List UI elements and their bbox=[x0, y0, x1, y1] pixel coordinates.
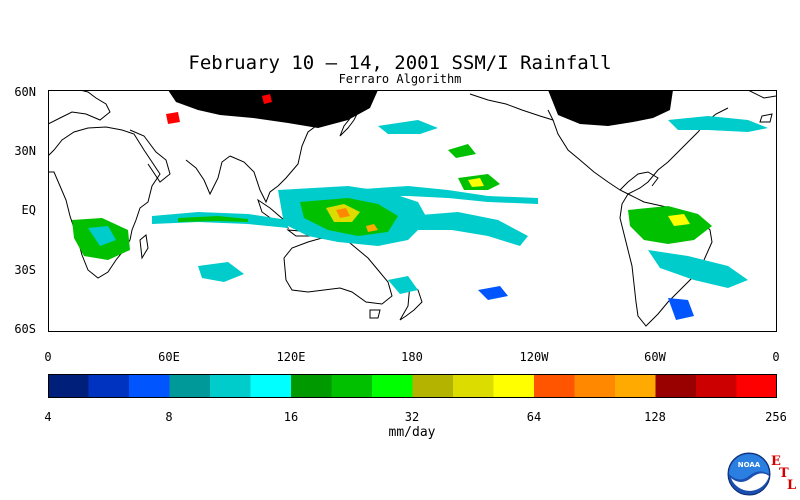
lat-label-eq: EQ bbox=[21, 203, 36, 217]
no-data-north-america bbox=[548, 90, 673, 126]
colorbar-segment bbox=[736, 374, 777, 398]
coast-southeast-asia bbox=[229, 125, 317, 204]
colorbar-segment bbox=[129, 374, 170, 398]
colorbar-label-128: 128 bbox=[644, 410, 666, 424]
map-title: February 10 – 14, 2001 SSM/I Rainfall bbox=[188, 52, 612, 74]
logo-letter-e: E bbox=[771, 454, 781, 469]
rain-band-itcz-pacific bbox=[348, 186, 538, 204]
coast-north-america-west bbox=[552, 119, 629, 195]
lon-label-180: 180 bbox=[401, 350, 423, 364]
lon-label-60e: 60E bbox=[158, 350, 180, 364]
coast-india bbox=[185, 155, 231, 196]
logo-text: NOAA bbox=[738, 461, 761, 469]
coast-japan bbox=[339, 110, 360, 137]
rain-cluster-tasman bbox=[388, 276, 418, 294]
logo-sky bbox=[729, 454, 769, 480]
coast-gulf-mexico bbox=[619, 171, 659, 191]
lon-label-60w: 60W bbox=[644, 350, 666, 364]
lon-label-0-east: 0 bbox=[772, 350, 780, 364]
lon-label-120e: 120E bbox=[276, 350, 306, 364]
colorbar-segment bbox=[493, 374, 535, 398]
logo-letter-l: L bbox=[787, 478, 797, 493]
colorbar-segment bbox=[169, 374, 211, 398]
colorbar-segment bbox=[88, 374, 130, 398]
rain-peak-central-pacific bbox=[468, 178, 484, 187]
rain-band-north-atlantic bbox=[668, 116, 768, 132]
coast-arabia bbox=[129, 129, 171, 183]
colorbar-segment bbox=[412, 374, 454, 398]
colorbar-frame bbox=[48, 374, 777, 398]
coast-new-zealand bbox=[399, 283, 423, 321]
lat-label-30s: 30S bbox=[14, 263, 36, 277]
map-frame bbox=[48, 90, 777, 332]
colorbar-segment bbox=[655, 374, 697, 398]
rain-band-spcz bbox=[408, 212, 528, 246]
colorbar-label-16: 16 bbox=[283, 410, 299, 424]
coast-madagascar bbox=[139, 234, 149, 260]
logo-bird bbox=[731, 473, 769, 491]
rain-core-amazon bbox=[668, 214, 690, 226]
noaa-logo: NOAA bbox=[727, 452, 771, 496]
coast-iceland bbox=[759, 113, 773, 123]
rain-cluster-siberia-east bbox=[262, 94, 272, 104]
rain-core-africa bbox=[88, 226, 116, 246]
coast-greenland bbox=[747, 90, 777, 99]
lon-label-0: 0 bbox=[44, 350, 52, 364]
colorbar-segment bbox=[453, 374, 494, 398]
rain-band-indian-ocean-core bbox=[178, 216, 248, 222]
coast-europe bbox=[48, 90, 111, 125]
rainfall-map bbox=[48, 90, 777, 332]
colorbar-segment bbox=[291, 374, 332, 398]
rain-cluster-amazon bbox=[628, 206, 712, 244]
rain-cluster-southern-indian bbox=[198, 262, 244, 282]
colorbar-segment bbox=[210, 374, 251, 398]
rain-band-north-pacific bbox=[378, 120, 438, 134]
rain-band-north-pacific-east bbox=[448, 144, 476, 158]
rain-peak-new-guinea bbox=[366, 224, 378, 232]
colorbar-unit: mm/day bbox=[388, 425, 436, 440]
map-subtitle: Ferraro Algorithm bbox=[338, 72, 462, 86]
colorbar-label-32: 32 bbox=[404, 410, 420, 424]
no-data-regions bbox=[168, 90, 673, 128]
colorbar-segment bbox=[48, 374, 89, 398]
rain-cluster-patagonia bbox=[668, 298, 694, 320]
lat-label-60n: 60N bbox=[14, 85, 36, 99]
coast-tasmania bbox=[369, 309, 381, 319]
no-data-siberia bbox=[168, 90, 378, 128]
colorbar-label-8: 8 bbox=[165, 410, 173, 424]
colorbar-segment bbox=[696, 374, 737, 398]
colorbar-segment bbox=[331, 374, 373, 398]
logo-letter-t: T bbox=[779, 466, 789, 481]
colorbar-label-256: 256 bbox=[765, 410, 787, 424]
color-bar bbox=[48, 374, 777, 398]
colorbar-segment bbox=[574, 374, 616, 398]
colorbar-segment bbox=[250, 374, 292, 398]
colorbar-label-64: 64 bbox=[526, 410, 542, 424]
lon-label-120w: 120W bbox=[519, 350, 549, 364]
rain-patches bbox=[72, 94, 768, 320]
colorbar-segment bbox=[615, 374, 656, 398]
coast-east-asia bbox=[315, 90, 349, 127]
lat-label-30n: 30N bbox=[14, 144, 36, 158]
colorbar-segment bbox=[534, 374, 575, 398]
colorbar-segment bbox=[372, 374, 413, 398]
rain-cluster-south-atlantic bbox=[648, 250, 748, 288]
colorbar-label-4: 4 bbox=[44, 410, 52, 424]
rain-cluster-southern-pacific bbox=[478, 286, 508, 300]
rain-peak-maritime-continent bbox=[336, 208, 350, 218]
rain-cluster-siberia-west bbox=[166, 112, 180, 124]
lat-label-60s: 60S bbox=[14, 322, 36, 336]
